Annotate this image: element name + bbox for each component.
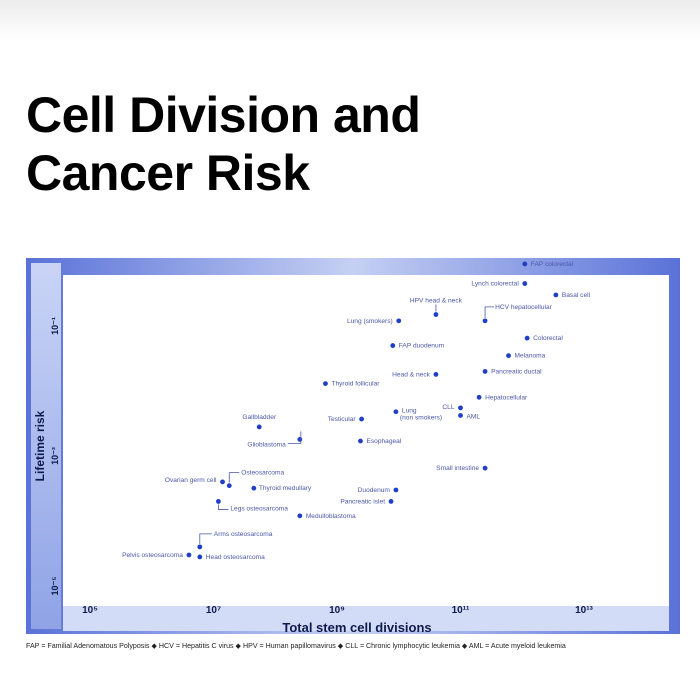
point-label: FAP duodenum <box>399 343 445 350</box>
data-point <box>197 544 203 550</box>
point-label: AML <box>467 413 481 420</box>
point-label: Legs osteosarcoma <box>230 505 288 512</box>
point-label: Pancreatic ductal <box>491 368 542 375</box>
point-label: Basal cell <box>562 292 591 299</box>
label-connector <box>484 306 495 318</box>
point-label: CLL <box>442 404 454 411</box>
point-label: Head & neck <box>392 371 430 378</box>
footnote: FAP = Familial Adenomatous Polyposis ◆ H… <box>26 642 566 650</box>
header-shade <box>0 0 700 40</box>
data-point <box>393 487 399 493</box>
x-tick-label: 10⁹ <box>329 605 345 616</box>
point-label: Duodenum <box>358 487 391 494</box>
data-point <box>215 499 221 504</box>
data-point <box>524 335 530 341</box>
data-point <box>388 499 394 504</box>
data-point <box>433 312 439 317</box>
data-point <box>393 409 399 415</box>
page-title: Cell Division and Cancer Risk <box>26 87 421 201</box>
point-label: Small intestine <box>436 465 479 472</box>
data-point <box>186 552 192 558</box>
point-label: Thyroid follicular <box>331 381 380 388</box>
data-point <box>297 513 303 519</box>
point-label: Hepatocellular <box>485 394 528 401</box>
point-label: Testicular <box>328 416 357 423</box>
x-axis-label: Total stem cell divisions <box>282 620 431 635</box>
x-tick-label: 10¹¹ <box>452 605 470 616</box>
label-connector <box>217 504 229 510</box>
data-point <box>506 353 511 359</box>
label-connector <box>199 533 212 544</box>
data-point <box>359 416 364 422</box>
point-label: Melanoma <box>515 353 546 360</box>
point-label: HPV head & neck <box>410 298 463 305</box>
point-label: Gallbladder <box>242 414 277 421</box>
x-tick-label: 10⁵ <box>82 605 98 616</box>
label-connector <box>287 431 302 444</box>
data-point <box>256 424 262 430</box>
point-label: FAP colorectal <box>531 261 574 268</box>
data-point <box>458 405 463 411</box>
point-label: Head osteosarcoma <box>206 554 265 561</box>
data-point <box>476 394 482 400</box>
data-point <box>220 479 225 485</box>
data-point <box>297 437 303 442</box>
data-point <box>390 343 396 348</box>
data-point <box>396 318 402 324</box>
data-point <box>433 372 439 377</box>
y-tick-label: 10⁻⁵ <box>50 577 60 596</box>
data-point <box>251 485 257 491</box>
x-tick-label: 10¹³ <box>575 605 593 616</box>
x-tick-label: 10⁷ <box>206 605 221 616</box>
data-point <box>482 465 488 471</box>
y-tick-label: 10⁻³ <box>50 447 60 465</box>
data-point <box>482 318 488 324</box>
data-point <box>522 261 528 267</box>
data-point <box>358 438 363 444</box>
data-point <box>522 281 528 286</box>
point-label: HCV hepatocellular <box>495 304 553 311</box>
point-label: Arms osteosarcoma <box>214 531 273 538</box>
y-axis-label: Lifetime risk <box>33 410 47 481</box>
point-label: Esophageal <box>366 438 401 445</box>
point-label: Pancreatic islet <box>340 498 385 505</box>
point-label: Ovarian germ cell <box>165 477 217 484</box>
label-connector <box>228 472 240 483</box>
point-label: Pelvis osteosarcoma <box>122 552 183 559</box>
point-label: Thyroid medullary <box>259 485 312 492</box>
data-point <box>323 381 328 386</box>
chart: 10⁵ 10⁷ 10⁹ 10¹¹ 10¹³ 10⁻¹ 10⁻³ 10⁻⁵ FAP color… <box>26 258 680 645</box>
y-tick-label: 10⁻¹ <box>50 317 60 335</box>
data-point <box>553 292 559 298</box>
point-label: Osteosarcoma <box>241 470 284 477</box>
data-point <box>482 369 488 374</box>
point-label: Lung (non smokers) <box>400 408 442 422</box>
data-point <box>197 554 203 560</box>
plot-area <box>63 275 669 606</box>
point-label: Lung (smokers) <box>347 318 393 325</box>
y-axis-band <box>31 263 61 629</box>
point-label: Medulloblastoma <box>306 513 356 520</box>
point-label: Glioblastoma <box>247 441 286 448</box>
scatter-chart-svg: 10⁵ 10⁷ 10⁹ 10¹¹ 10¹³ 10⁻¹ 10⁻³ 10⁻⁵ FAP color… <box>26 258 680 635</box>
data-point <box>458 413 463 418</box>
point-label: Colorectal <box>533 335 563 342</box>
x-axis-band <box>63 606 669 631</box>
data-point <box>226 483 232 489</box>
point-label: Lynch colorectal <box>471 281 519 288</box>
